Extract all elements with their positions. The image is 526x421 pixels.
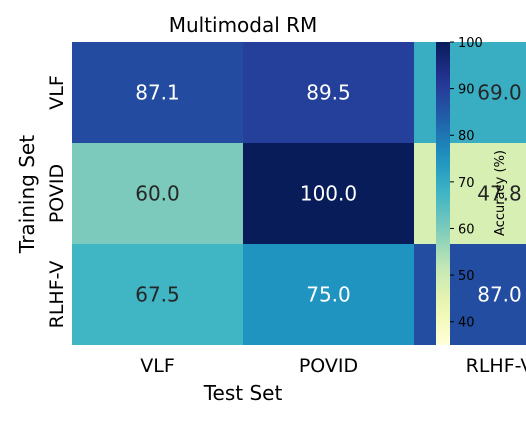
colorbar-tick-label: 50	[458, 269, 475, 284]
colorbar: 40 50 60 70 80 90 100 Accuracy (%)	[436, 36, 508, 345]
chart-title: Multimodal RM	[169, 13, 318, 37]
cell-value-label: 60.0	[135, 182, 180, 206]
cell-value-label: 100.0	[300, 182, 357, 206]
heatmap-cell	[414, 143, 526, 244]
colorbar-label: Accuracy (%)	[493, 150, 508, 236]
x-tick-label: VLF	[140, 355, 175, 377]
y-tick-label: VLF	[46, 75, 68, 110]
colorbar-tick-label: 40	[458, 316, 475, 331]
cell-value-label: 67.5	[135, 283, 180, 307]
y-tick-label: POVID	[46, 164, 68, 223]
y-axis-label: Training Set	[15, 135, 39, 254]
colorbar-tick-label: 60	[458, 222, 475, 237]
colorbar-tick-label: 70	[458, 176, 475, 191]
heatmap-cell	[72, 244, 243, 345]
cell-value-label: 69.0	[477, 81, 522, 105]
cell-value-label: 47.8	[477, 182, 522, 206]
x-axis-label: Test Set	[203, 381, 283, 405]
heatmap-cell	[414, 244, 526, 345]
heatmap-cell	[72, 42, 243, 143]
heatmap-cells: 87.1 89.5 69.0 60.0 100.0 47.8 67.5 75.0 87.0	[72, 42, 526, 345]
cell-value-label: 89.5	[306, 81, 351, 105]
colorbar-tick-label: 100	[458, 36, 483, 51]
y-tick-labels: VLF POVID RLHF-V	[46, 75, 68, 328]
heatmap-cell	[243, 244, 414, 345]
x-tick-labels: VLF POVID RLHF-V	[140, 355, 526, 377]
colorbar-bar	[436, 42, 450, 345]
heatmap-cell	[243, 143, 414, 244]
y-tick-label: RLHF-V	[46, 261, 68, 329]
cell-value-label: 87.1	[135, 81, 180, 105]
heatmap-cell	[72, 143, 243, 244]
cell-value-label: 87.0	[477, 283, 522, 307]
colorbar-tick-label: 90	[458, 83, 475, 98]
heatmap-cell	[243, 42, 414, 143]
heatmap-cell	[414, 42, 526, 143]
x-tick-label: RLHF-V	[466, 355, 526, 377]
colorbar-ticks: 40 50 60 70 80 90 100	[450, 36, 483, 331]
x-tick-label: POVID	[299, 355, 358, 377]
cell-value-label: 75.0	[306, 283, 351, 307]
colorbar-tick-label: 80	[458, 129, 475, 144]
